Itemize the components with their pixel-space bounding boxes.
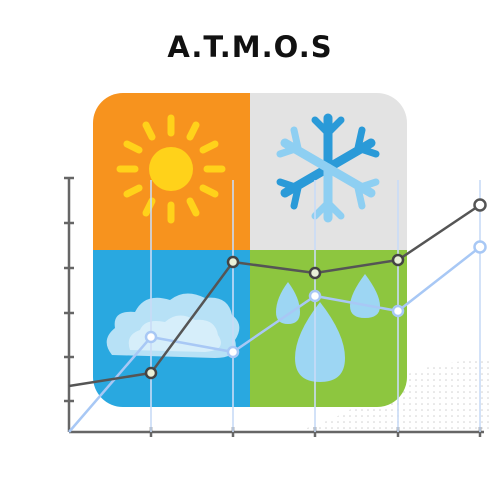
logo-title: A.T.M.O.S: [167, 30, 333, 64]
dark-line-series: [68, 198, 487, 388]
sun-icon: [116, 114, 226, 224]
light-line-series: [68, 240, 487, 433]
snowflake-icon: [276, 113, 380, 223]
